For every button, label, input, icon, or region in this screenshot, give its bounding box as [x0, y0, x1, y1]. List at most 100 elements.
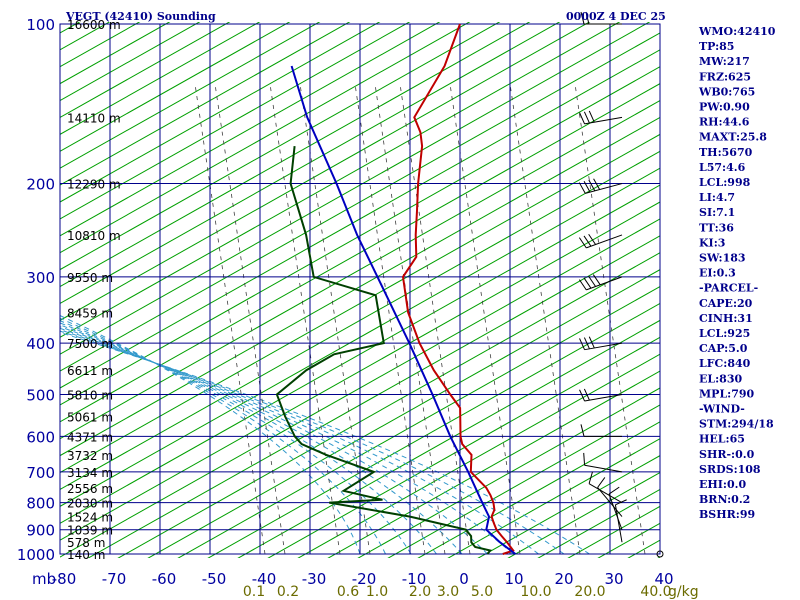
dry-adiabat-line [237, 319, 660, 558]
moist-adiabat-line [60, 315, 361, 555]
stability-index: MAXT:25.8 [699, 131, 767, 144]
dry-adiabat-line [60, 116, 660, 457]
pressure-tick-label: 600 [26, 428, 55, 446]
height-label: 2030 m [67, 497, 113, 511]
stability-index: TT:36 [699, 221, 734, 234]
stability-index: LFC:840 [699, 357, 751, 370]
dry-adiabat-line [60, 22, 141, 68]
height-label: 9550 m [67, 271, 113, 285]
temperature-tick-label: 20 [554, 570, 573, 588]
height-label: 3134 m [67, 466, 113, 480]
dry-adiabat-line [60, 22, 321, 169]
wind-barb [656, 550, 664, 558]
dry-adiabat-line [60, 22, 171, 85]
stability-index: TH:5670 [699, 146, 753, 159]
stability-index: CAPE:20 [699, 297, 753, 310]
dry-adiabat-line [60, 22, 651, 355]
chart-time: 0000Z 4 DEC 25 [566, 10, 666, 23]
mixing-ratio-line [194, 83, 266, 555]
temperature-tick-label: 0 [459, 570, 469, 588]
dry-adiabat-line [267, 336, 660, 558]
dry-adiabat-line [60, 22, 501, 271]
pressure-unit-label: mb [32, 570, 56, 588]
pressure-tick-label: 800 [26, 495, 55, 513]
dry-adiabat-line [297, 353, 660, 558]
stability-index: CAP:5.0 [699, 342, 748, 355]
temperature-tick-label: -60 [152, 570, 177, 588]
dry-adiabat-line [147, 269, 660, 558]
stability-index: LCL:998 [699, 176, 751, 189]
dry-adiabat-line [60, 99, 660, 440]
temperature-tick-label: 10 [504, 570, 523, 588]
mixing-ratio-line [269, 83, 341, 555]
dry-adiabat-line [60, 22, 471, 254]
mixing-ratio-line [214, 83, 286, 555]
dry-adiabat-line [60, 133, 660, 474]
temperature-tick-label: -40 [252, 570, 277, 588]
moist-adiabat-line [60, 317, 386, 555]
dry-adiabat-line [60, 201, 660, 541]
parcel-profile [290, 65, 517, 555]
dry-adiabat-line [60, 184, 660, 524]
stability-index: -WIND- [699, 403, 745, 416]
stability-index: LCL:925 [699, 327, 750, 340]
chart-title: VEGT (42410) Sounding [65, 10, 216, 23]
mixing-ratio-label: 3.0 [437, 584, 459, 600]
pressure-tick-label: 100 [26, 16, 55, 34]
pressure-tick-label: 400 [26, 335, 55, 353]
dry-adiabat-line [60, 22, 231, 119]
temperature-tick-label: -20 [352, 570, 377, 588]
dry-adiabat-line [177, 285, 660, 558]
pressure-tick-label: 500 [26, 386, 55, 404]
dry-adiabat-line [60, 167, 660, 507]
mixing-ratio-label: 10.0 [520, 584, 551, 600]
pressure-temperature-grid [59, 23, 661, 555]
height-label: 16600 m [67, 18, 121, 32]
dry-adiabat-line [387, 404, 660, 558]
temperature-tick-label: -70 [102, 570, 127, 588]
temperature-tick-label: -80 [52, 570, 77, 588]
dry-adiabat-line [60, 22, 261, 135]
stability-index: EHI:0.0 [699, 478, 746, 491]
dry-adiabat-line [60, 83, 660, 423]
pressure-tick-label: 700 [26, 464, 55, 482]
dry-adiabat-line [60, 32, 660, 372]
dry-adiabat-line [417, 421, 660, 558]
dry-adiabat-line [60, 22, 351, 186]
height-label: 3732 m [67, 449, 113, 463]
temperature-tick-label: -50 [202, 570, 227, 588]
temperature-tick-label: -30 [302, 570, 327, 588]
pressure-tick-label: 1000 [17, 546, 55, 564]
stability-index: -PARCEL- [699, 282, 758, 295]
wind-barb [579, 110, 623, 125]
height-label: 10810 m [67, 229, 121, 243]
dewpoint-profile [275, 145, 492, 555]
mixing-ratio-line [449, 83, 521, 555]
stability-index: BSHR:99 [699, 508, 755, 521]
stability-index: EI:0.3 [699, 267, 736, 280]
stability-index: RH:44.6 [699, 116, 750, 129]
dry-adiabat-line [60, 22, 291, 152]
dry-adiabat-line [117, 252, 660, 558]
wind-barb [580, 424, 622, 437]
dry-adiabat-line [477, 455, 660, 558]
mixing-ratio-unit: g/kg [668, 584, 699, 600]
dry-adiabat-line [60, 218, 660, 558]
pressure-tick-label: 200 [26, 176, 55, 194]
wind-barb [583, 452, 623, 473]
height-label: 1039 m [67, 524, 113, 538]
temperature-tick-label: -10 [402, 570, 427, 588]
dry-adiabat-line [327, 370, 660, 558]
wind-barb [578, 178, 623, 194]
stability-index: SW:183 [699, 252, 746, 265]
pressure-tick-label: 900 [26, 522, 55, 540]
mixing-ratio-line [299, 83, 371, 555]
wind-barb [608, 486, 623, 530]
dry-adiabat-line [60, 49, 660, 389]
temperature-profile [401, 23, 515, 555]
mixing-ratio-label: 2.0 [409, 584, 431, 600]
stability-index: STM:294/18 [699, 418, 774, 431]
wind-barb [580, 11, 622, 25]
wind-barb [614, 499, 627, 543]
